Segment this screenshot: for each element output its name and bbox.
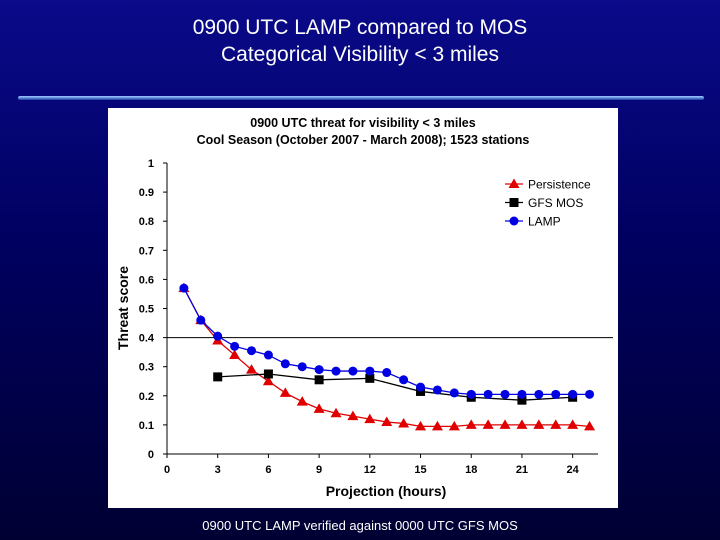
data-point-lamp xyxy=(399,375,409,385)
legend-marker-lamp xyxy=(509,216,519,226)
data-point-lamp xyxy=(585,389,595,399)
series-line-persistence xyxy=(183,287,590,428)
legend-label-persistence: Persistence xyxy=(528,178,591,192)
x-tick-label: 6 xyxy=(265,464,271,476)
y-tick-label: 0.6 xyxy=(139,274,154,286)
data-point-persistence xyxy=(533,419,545,429)
data-point-lamp xyxy=(466,389,476,399)
data-point-lamp xyxy=(331,366,341,376)
data-point-lamp xyxy=(213,331,223,341)
data-point-persistence xyxy=(262,375,274,386)
data-point-lamp xyxy=(500,389,510,399)
title-divider xyxy=(18,96,704,100)
series-line-lamp xyxy=(183,287,590,395)
legend-marker-persistence xyxy=(508,178,520,188)
data-point-persistence xyxy=(499,419,511,429)
data-point-lamp xyxy=(416,382,426,392)
data-point-persistence xyxy=(279,387,291,397)
data-point-lamp xyxy=(568,389,578,399)
data-point-lamp xyxy=(382,368,392,378)
data-point-persistence xyxy=(296,396,308,406)
data-point-persistence xyxy=(364,413,376,424)
data-point-gfs-mos xyxy=(263,369,273,379)
chart-panel: 0900 UTC threat for visibility < 3 miles… xyxy=(108,108,618,508)
x-tick-label: 0 xyxy=(164,464,170,476)
data-point-persistence xyxy=(516,419,528,429)
x-tick-label: 15 xyxy=(414,464,426,476)
x-tick-label: 3 xyxy=(215,464,221,476)
data-point-lamp xyxy=(247,346,257,356)
x-tick-label: 12 xyxy=(364,464,376,476)
data-point-lamp xyxy=(314,365,324,375)
y-tick-label: 0.4 xyxy=(139,333,155,345)
y-axis-label: Threat score xyxy=(115,266,131,350)
data-point-persistence xyxy=(381,416,393,426)
data-point-lamp xyxy=(551,389,561,399)
series-line-gfs-mos xyxy=(217,373,573,401)
data-point-lamp xyxy=(297,362,307,372)
x-tick-label: 21 xyxy=(516,464,528,476)
y-tick-label: 0.9 xyxy=(139,187,154,199)
data-point-lamp xyxy=(517,389,527,399)
slide-title-line1: 0900 UTC LAMP compared to MOS xyxy=(192,16,528,39)
data-point-gfs-mos xyxy=(314,375,324,385)
data-point-gfs-mos xyxy=(365,373,375,383)
data-point-persistence xyxy=(465,419,477,429)
y-tick-label: 0.2 xyxy=(139,391,154,403)
y-tick-label: 0.5 xyxy=(139,304,154,316)
data-point-lamp xyxy=(179,283,189,293)
data-point-persistence xyxy=(584,420,596,431)
data-point-lamp xyxy=(348,366,358,376)
chart-title-line2: Cool Season (October 2007 - March 2008);… xyxy=(197,133,530,147)
y-tick-label: 0.7 xyxy=(139,245,154,257)
data-point-persistence xyxy=(448,420,460,431)
data-point-persistence xyxy=(550,419,562,429)
data-point-persistence xyxy=(415,420,427,431)
data-point-lamp xyxy=(432,385,442,395)
legend-marker-gfs-mos xyxy=(509,198,519,207)
data-point-persistence xyxy=(567,419,579,429)
slide-title: 0900 UTC LAMP compared to MOS Categorica… xyxy=(0,14,720,68)
data-point-gfs-mos xyxy=(517,395,527,405)
y-tick-label: 0.8 xyxy=(139,216,154,228)
data-point-lamp xyxy=(365,366,375,376)
y-tick-label: 0.1 xyxy=(139,420,154,432)
data-point-lamp xyxy=(534,389,544,399)
y-tick-label: 1 xyxy=(148,158,154,170)
y-tick-label: 0 xyxy=(148,449,154,461)
data-point-persistence xyxy=(330,407,342,418)
chart-legend: Persistence GFS MOS LAMP xyxy=(505,178,591,229)
data-point-persistence xyxy=(482,419,494,429)
data-point-lamp xyxy=(449,388,459,398)
data-point-persistence xyxy=(431,420,443,431)
footnote: 0900 UTC LAMP verified against 0000 UTC … xyxy=(202,518,518,533)
x-tick-label: 18 xyxy=(465,464,477,476)
data-point-lamp xyxy=(196,315,206,325)
data-point-persistence xyxy=(229,349,241,360)
x-tick-label: 9 xyxy=(316,464,322,476)
x-tick-label: 24 xyxy=(567,464,580,476)
threat-score-chart: 0900 UTC threat for visibility < 3 miles… xyxy=(115,116,613,499)
data-point-persistence xyxy=(398,417,410,428)
data-point-gfs-mos xyxy=(213,372,223,382)
data-point-lamp xyxy=(230,341,240,351)
slide-title-line2: Categorical Visibility < 3 miles xyxy=(221,43,499,66)
data-point-persistence xyxy=(246,364,258,374)
data-point-lamp xyxy=(263,350,273,360)
data-point-persistence xyxy=(347,410,359,421)
data-point-persistence xyxy=(313,403,325,413)
data-point-lamp xyxy=(280,359,290,369)
legend-label-gfs-mos: GFS MOS xyxy=(528,196,583,210)
x-axis-label: Projection (hours) xyxy=(326,483,447,499)
y-tick-label: 0.3 xyxy=(139,362,154,374)
chart-title-line1: 0900 UTC threat for visibility < 3 miles xyxy=(250,116,475,130)
legend-label-lamp: LAMP xyxy=(528,215,561,229)
data-point-lamp xyxy=(483,389,493,399)
